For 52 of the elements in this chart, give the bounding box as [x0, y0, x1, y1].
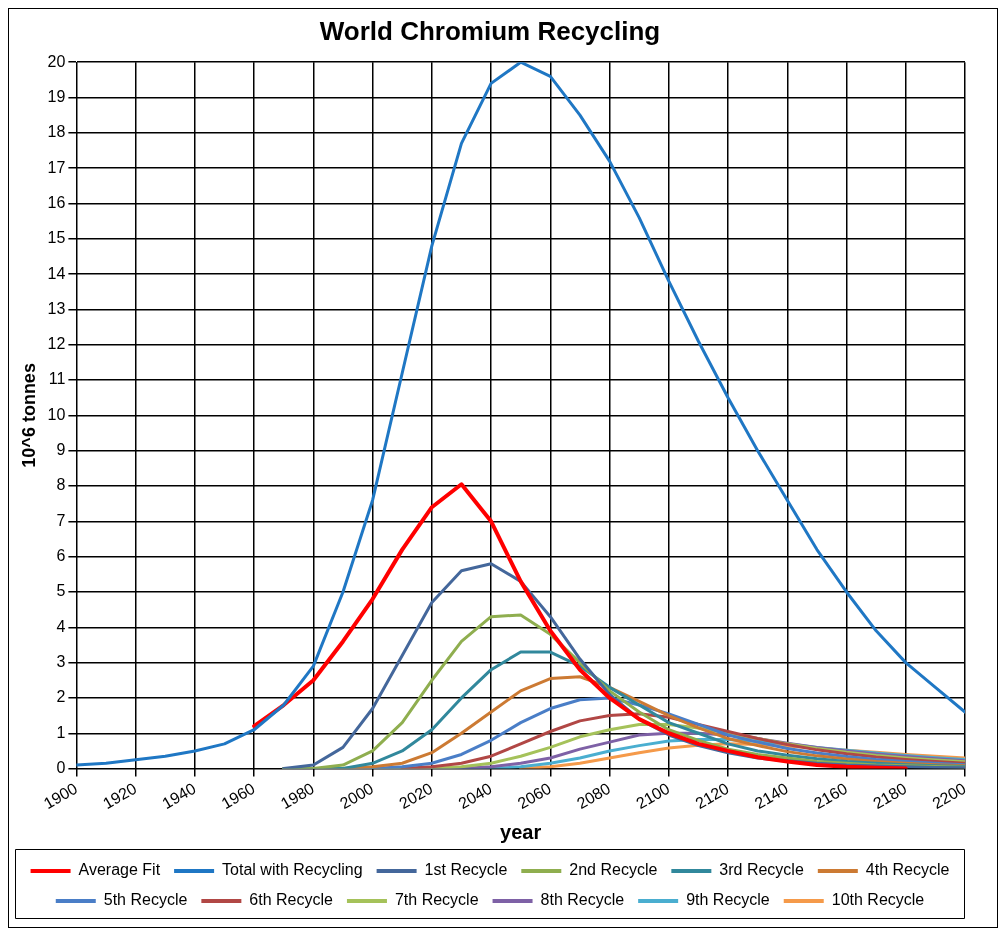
- x-tick-label: 2080: [573, 779, 614, 813]
- legend-label: Total with Recycling: [222, 861, 363, 879]
- x-tick-label: 2140: [751, 779, 792, 813]
- legend-label: 5th Recycle: [103, 891, 188, 909]
- x-tick-label: 2160: [810, 779, 851, 813]
- y-tick-label: 1: [56, 723, 66, 741]
- y-tick-label: 0: [56, 758, 66, 776]
- y-tick-label: 7: [56, 511, 66, 529]
- y-tick-label: 5: [56, 582, 66, 600]
- x-tick-label: 1960: [218, 779, 258, 813]
- y-tick-label: 17: [47, 158, 66, 176]
- x-axis-title: year: [500, 820, 542, 843]
- legend-label: 1st Recycle: [424, 861, 508, 879]
- y-tick-label: 19: [47, 87, 66, 105]
- y-tick-label: 20: [47, 52, 66, 70]
- x-tick-label: 2100: [633, 779, 673, 813]
- chart-title: World Chromium Recycling: [319, 15, 661, 46]
- legend-label: 6th Recycle: [249, 891, 334, 909]
- y-tick-label: 11: [48, 370, 66, 388]
- y-tick-label: 2: [56, 688, 66, 706]
- y-tick-label: 15: [47, 229, 66, 247]
- y-tick-label: 16: [47, 193, 66, 211]
- y-tick-label: 4: [56, 617, 66, 635]
- x-tick-label: 1920: [100, 779, 140, 813]
- legend-label: 10th Recycle: [831, 891, 925, 909]
- y-tick-label: 6: [56, 547, 66, 565]
- y-tick-label: 3: [56, 653, 66, 671]
- x-tick-label: 2040: [455, 779, 495, 813]
- x-tick-label: 2060: [514, 779, 555, 813]
- x-tick-label: 2200: [929, 779, 969, 813]
- legend-label: 9th Recycle: [686, 891, 770, 909]
- x-tick-label: 2120: [692, 779, 732, 813]
- y-tick-label: 18: [47, 123, 66, 141]
- y-tick-label: 13: [47, 299, 66, 317]
- legend-label: 3rd Recycle: [719, 861, 804, 879]
- y-axis-title: 10^6 tonnes: [18, 363, 39, 468]
- legend-label: 7th Recycle: [394, 891, 479, 909]
- x-tick-label: 2180: [870, 779, 910, 813]
- legend-label: 4th Recycle: [865, 861, 950, 879]
- x-tick-label: 1980: [277, 779, 318, 813]
- x-tick-label: 2020: [396, 779, 436, 813]
- legend-label: 2nd Recycle: [569, 861, 658, 879]
- y-tick-label: 14: [47, 264, 66, 282]
- x-tick-label: 1900: [40, 779, 81, 813]
- x-tick-label: 1940: [159, 779, 199, 813]
- legend-label: Average Fit: [78, 861, 161, 879]
- y-tick-label: 10: [47, 405, 66, 423]
- y-tick-label: 8: [56, 476, 66, 494]
- legend-label: 8th Recycle: [540, 891, 625, 909]
- x-tick-label: 2000: [337, 779, 377, 813]
- y-tick-label: 9: [56, 441, 66, 459]
- y-tick-label: 12: [47, 335, 66, 353]
